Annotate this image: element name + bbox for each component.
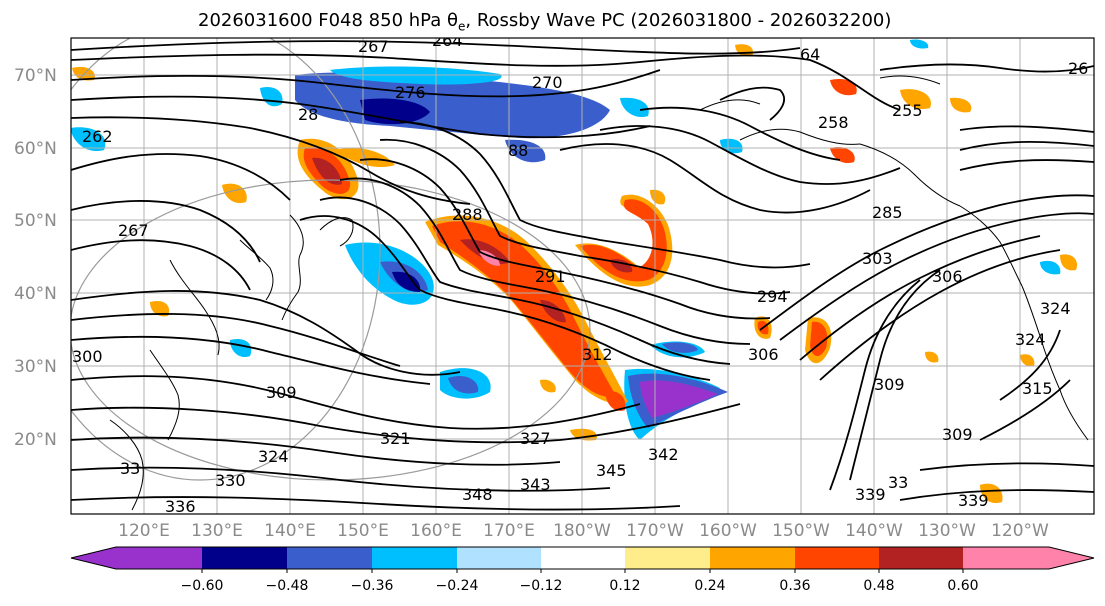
colorbar-tick-label: 0.36 <box>779 578 810 594</box>
contour-label: 330 <box>215 471 246 490</box>
coastlines <box>109 75 1089 511</box>
contour-label: 345 <box>596 461 627 480</box>
colorbar-tick-label: −0.24 <box>436 578 479 594</box>
contour-label: 300 <box>72 347 103 366</box>
colorbar-extend-max <box>1049 547 1094 569</box>
contour-label: 255 <box>892 101 923 120</box>
longitude-label: 170°E <box>483 521 535 541</box>
contour-label: 342 <box>648 445 679 464</box>
contour-label: 343 <box>520 475 551 494</box>
colorbar-extend-min <box>71 547 116 569</box>
contour-label: 33 <box>120 459 140 478</box>
colorbar-tick-label: 0.48 <box>863 578 894 594</box>
colorbar-swatch <box>287 547 372 569</box>
colorbar-swatch <box>116 547 202 569</box>
colorbar-swatch <box>795 547 879 569</box>
contour-label: 26 <box>1068 59 1088 78</box>
latitude-label: 40°N <box>14 284 57 304</box>
map-title: 2026031600 F048 850 hPa θe, Rossby Wave … <box>0 0 1105 34</box>
longitude-label: 120°W <box>991 521 1049 541</box>
contour-label: 306 <box>748 345 779 364</box>
contour-label: 336 <box>165 497 196 516</box>
anomaly-shading <box>71 39 1061 440</box>
contour-label: 309 <box>874 375 905 394</box>
contour-label: 327 <box>520 429 551 448</box>
colorbar-tick-label: 0.24 <box>694 578 725 594</box>
colorbar-tick-label: −0.12 <box>520 578 563 594</box>
longitude-label: 180°W <box>553 521 611 541</box>
colorbar-swatch <box>710 547 795 569</box>
contour-label: 258 <box>818 113 849 132</box>
longitude-label: 150°E <box>337 521 389 541</box>
longitude-label: 160°W <box>699 521 757 541</box>
colorbar-swatch <box>879 547 963 569</box>
map-content: 264 267 270 276 28 88 262 267 288 291 28… <box>71 31 1094 516</box>
contour-label: 294 <box>757 287 788 306</box>
contour-label: 88 <box>508 141 528 160</box>
title-prefix: 2026031600 F048 850 hPa θ <box>198 10 458 31</box>
contour-label: 33 <box>888 473 908 492</box>
longitude-label: 140°W <box>845 521 903 541</box>
title-subscript: e <box>457 19 466 34</box>
colorbar-swatch <box>625 547 710 569</box>
contour-label-group: 264 267 270 276 28 88 262 267 288 291 28… <box>72 31 1088 516</box>
contour-label: 324 <box>1040 299 1071 318</box>
contour-label: 339 <box>855 485 886 504</box>
contour-label: 315 <box>1022 379 1053 398</box>
colorbar-tick-label: 0.60 <box>947 578 978 594</box>
colorbar-swatch <box>202 547 287 569</box>
colorbar-outline <box>70 546 1095 570</box>
contour-label: 270 <box>532 73 563 92</box>
contour-label: 339 <box>958 491 989 510</box>
latitude-label: 50°N <box>14 211 57 231</box>
colorbar-swatch <box>457 547 541 569</box>
contour-label: 309 <box>942 425 973 444</box>
longitude-label: 130°W <box>918 521 976 541</box>
colorbar-tick-label: −0.48 <box>266 578 309 594</box>
map-frame <box>70 37 1095 515</box>
colorbar-tick-label: −0.60 <box>181 578 224 594</box>
colorbar: −0.60 −0.48 −0.36 −0.24 −0.12 0.12 0.24 … <box>70 546 1095 594</box>
contour-label: 324 <box>1015 330 1046 349</box>
latitude-label: 70°N <box>14 66 57 86</box>
longitude-label: 140°E <box>264 521 316 541</box>
colorbar-tick-label: 0.12 <box>609 578 640 594</box>
colorbar-swatch <box>541 547 625 569</box>
contour-label: 64 <box>800 45 820 64</box>
positive-shading <box>72 44 1078 504</box>
contour-label: 267 <box>358 37 389 56</box>
longitude-label: 120°E <box>118 521 170 541</box>
contour-label: 348 <box>462 485 493 504</box>
graticule <box>71 38 1094 514</box>
contour-label: 267 <box>118 221 149 240</box>
longitude-label: 130°E <box>191 521 243 541</box>
contour-label: 312 <box>582 345 613 364</box>
longitude-label: 160°E <box>410 521 462 541</box>
longitude-label: 170°W <box>626 521 684 541</box>
contour-label: 324 <box>258 447 289 466</box>
contour-label: 262 <box>82 127 113 146</box>
contour-label: 306 <box>932 267 963 286</box>
latitude-label: 20°N <box>14 430 57 450</box>
contour-label: 309 <box>266 383 297 402</box>
latitude-label: 60°N <box>14 139 57 159</box>
contour-label: 285 <box>872 203 903 222</box>
latitude-label: 30°N <box>14 357 57 377</box>
longitude-label: 150°W <box>772 521 830 541</box>
colorbar-swatch <box>372 547 457 569</box>
latitude-axis: 70°N 60°N 50°N 40°N 30°N 20°N <box>14 66 57 450</box>
contour-label: 276 <box>395 83 426 102</box>
contour-label: 291 <box>535 267 566 286</box>
contour-label: 288 <box>452 205 483 224</box>
title-suffix: , Rossby Wave PC (2026031800 - 202603220… <box>465 10 892 31</box>
colorbar-tick-label: −0.36 <box>351 578 394 594</box>
contour-label: 321 <box>380 429 411 448</box>
longitude-axis: 120°E 130°E 140°E 150°E 160°E 170°E 180°… <box>118 521 1049 541</box>
contour-label: 303 <box>862 249 893 268</box>
contour-label: 28 <box>298 105 318 124</box>
colorbar-swatch <box>963 547 1049 569</box>
contour-label: 264 <box>432 31 463 50</box>
